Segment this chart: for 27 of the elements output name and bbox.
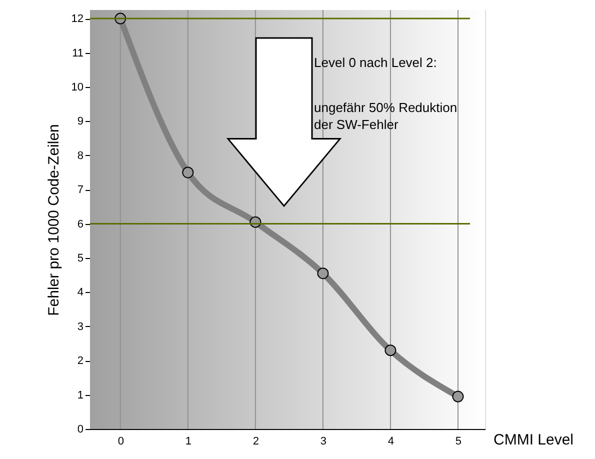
x-tick-label: 0 bbox=[118, 436, 124, 448]
y-tick-label: 0 bbox=[77, 424, 84, 436]
x-tick-label: 5 bbox=[455, 436, 462, 448]
y-tick-label: 6 bbox=[77, 218, 84, 230]
y-tick-label: 12 bbox=[71, 13, 84, 26]
y-tick-label: 9 bbox=[77, 116, 84, 128]
y-tick-label: 4 bbox=[77, 286, 84, 299]
annotation: Level 0 nach Level 2: bbox=[314, 55, 437, 70]
x-axis-title: CMMI Level bbox=[494, 432, 574, 448]
y-tick-label: 11 bbox=[72, 47, 84, 60]
point bbox=[182, 166, 194, 178]
y-tick-label: 3 bbox=[77, 320, 84, 333]
x-tick-label: 1 bbox=[185, 436, 192, 448]
y-axis-title: Fehler pro 1000 Code-Zeilen bbox=[45, 124, 62, 316]
y-tick-label: 5 bbox=[77, 252, 84, 264]
y-tick-label: 7 bbox=[77, 184, 84, 196]
y-tick-label: 10 bbox=[71, 81, 84, 94]
y-tick-label: 1 bbox=[77, 389, 84, 402]
x-tick-label: 4 bbox=[388, 436, 394, 448]
x-tick-label: 3 bbox=[320, 436, 327, 448]
annotation: ungefähr 50% Reduktion der SW-Fehler bbox=[314, 100, 458, 132]
x-tick-label: 2 bbox=[252, 436, 259, 448]
point bbox=[384, 344, 396, 356]
point bbox=[317, 268, 329, 280]
y-tick-label: 2 bbox=[77, 355, 84, 368]
y-tick-label: 8 bbox=[77, 150, 84, 162]
point bbox=[452, 390, 464, 402]
